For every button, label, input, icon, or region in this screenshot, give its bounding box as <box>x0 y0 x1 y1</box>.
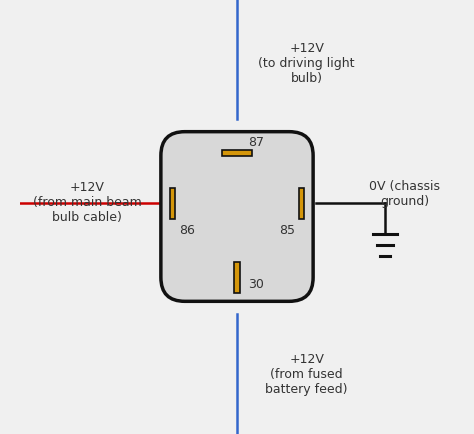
FancyBboxPatch shape <box>161 132 313 302</box>
Text: +12V
(from main beam
bulb cable): +12V (from main beam bulb cable) <box>33 181 141 223</box>
Bar <box>299 189 304 219</box>
Text: +12V
(to driving light
bulb): +12V (to driving light bulb) <box>258 42 355 84</box>
Text: 87: 87 <box>248 136 264 149</box>
Bar <box>234 263 240 293</box>
Text: 86: 86 <box>179 224 195 237</box>
Text: +12V
(from fused
battery feed): +12V (from fused battery feed) <box>265 352 348 395</box>
Text: 0V (chassis
ground): 0V (chassis ground) <box>369 179 440 207</box>
Bar <box>170 189 175 219</box>
Text: 85: 85 <box>279 224 295 237</box>
Bar <box>222 151 252 156</box>
Text: 30: 30 <box>248 278 264 291</box>
